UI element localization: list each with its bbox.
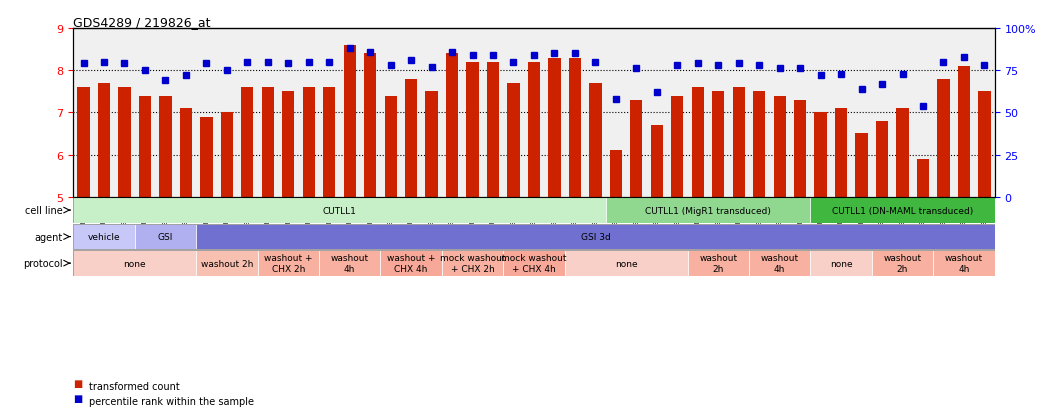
Bar	[221, 113, 233, 197]
FancyBboxPatch shape	[319, 251, 380, 276]
Bar	[692, 88, 704, 197]
Bar	[324, 88, 335, 197]
Bar	[958, 67, 971, 197]
Bar	[549, 58, 560, 197]
FancyBboxPatch shape	[810, 251, 872, 276]
FancyBboxPatch shape	[442, 251, 504, 276]
FancyBboxPatch shape	[73, 224, 135, 250]
Text: GDS4289 / 219826_at: GDS4289 / 219826_at	[73, 16, 210, 29]
Bar	[834, 109, 847, 197]
Text: agent: agent	[35, 232, 63, 242]
Bar	[200, 117, 213, 197]
Bar	[180, 109, 192, 197]
Text: washout +
CHX 2h: washout + CHX 2h	[264, 254, 312, 273]
Bar	[97, 84, 110, 197]
Bar	[466, 63, 478, 197]
Text: CUTLL1: CUTLL1	[322, 206, 356, 215]
FancyBboxPatch shape	[810, 198, 995, 223]
Bar	[405, 79, 418, 197]
Bar	[937, 79, 950, 197]
Bar	[118, 88, 131, 197]
Bar	[343, 46, 356, 197]
FancyBboxPatch shape	[258, 251, 319, 276]
FancyBboxPatch shape	[688, 251, 749, 276]
Bar	[384, 96, 397, 197]
Text: washout
4h: washout 4h	[331, 254, 369, 273]
Bar	[77, 88, 90, 197]
Bar	[446, 54, 459, 197]
FancyBboxPatch shape	[749, 251, 810, 276]
Bar	[978, 92, 990, 197]
Text: protocol: protocol	[23, 259, 63, 268]
Text: vehicle: vehicle	[88, 233, 120, 242]
Text: washout 2h: washout 2h	[201, 259, 253, 268]
Text: washout
2h: washout 2h	[884, 254, 921, 273]
Bar	[733, 88, 744, 197]
Bar	[712, 92, 725, 197]
Text: transformed count: transformed count	[89, 381, 180, 391]
Bar	[630, 100, 643, 197]
Text: mock washout
+ CHX 4h: mock washout + CHX 4h	[502, 254, 566, 273]
Text: ■: ■	[73, 393, 83, 403]
FancyBboxPatch shape	[73, 198, 605, 223]
FancyBboxPatch shape	[605, 198, 810, 223]
FancyBboxPatch shape	[135, 224, 196, 250]
Bar	[282, 92, 294, 197]
Text: washout +
CHX 4h: washout + CHX 4h	[387, 254, 436, 273]
Bar	[589, 84, 602, 197]
Text: CUTLL1 (MigR1 transduced): CUTLL1 (MigR1 transduced)	[645, 206, 771, 215]
Text: none: none	[124, 259, 146, 268]
Bar	[650, 126, 663, 197]
Text: mock washout
+ CHX 2h: mock washout + CHX 2h	[440, 254, 506, 273]
Text: none: none	[615, 259, 638, 268]
Bar	[139, 96, 151, 197]
Bar	[896, 109, 909, 197]
Bar	[917, 159, 929, 197]
Bar	[364, 54, 376, 197]
Bar	[425, 92, 438, 197]
Bar	[159, 96, 172, 197]
Bar	[241, 88, 253, 197]
Text: GSI 3d: GSI 3d	[580, 233, 610, 242]
FancyBboxPatch shape	[196, 251, 258, 276]
Bar	[753, 92, 765, 197]
Bar	[794, 100, 806, 197]
Text: cell line: cell line	[25, 206, 63, 216]
FancyBboxPatch shape	[196, 224, 995, 250]
Text: washout
4h: washout 4h	[760, 254, 799, 273]
Text: GSI: GSI	[158, 233, 173, 242]
Bar	[671, 96, 684, 197]
Bar	[303, 88, 315, 197]
Text: CUTLL1 (DN-MAML transduced): CUTLL1 (DN-MAML transduced)	[832, 206, 973, 215]
Bar	[569, 58, 581, 197]
Bar	[774, 96, 786, 197]
Text: washout
4h: washout 4h	[944, 254, 983, 273]
Text: none: none	[830, 259, 852, 268]
Text: washout
2h: washout 2h	[699, 254, 737, 273]
Bar	[262, 88, 274, 197]
FancyBboxPatch shape	[504, 251, 564, 276]
Text: percentile rank within the sample: percentile rank within the sample	[89, 396, 254, 406]
Bar	[609, 151, 622, 197]
Bar	[815, 113, 827, 197]
FancyBboxPatch shape	[933, 251, 995, 276]
FancyBboxPatch shape	[564, 251, 688, 276]
Text: ■: ■	[73, 378, 83, 388]
FancyBboxPatch shape	[872, 251, 933, 276]
FancyBboxPatch shape	[73, 251, 196, 276]
Bar	[528, 63, 540, 197]
Bar	[508, 84, 519, 197]
Bar	[855, 134, 868, 197]
Bar	[487, 63, 499, 197]
Bar	[876, 121, 888, 197]
FancyBboxPatch shape	[380, 251, 442, 276]
